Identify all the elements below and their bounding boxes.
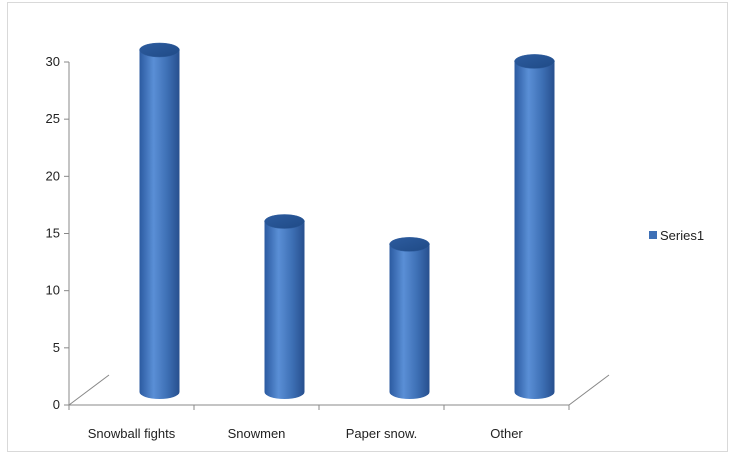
bar-cap: [514, 54, 555, 69]
legend-label: Series1: [660, 228, 704, 243]
y-tick-label: 0: [53, 397, 60, 412]
y-tick-label: 5: [53, 340, 60, 355]
y-tick-label: 20: [46, 168, 60, 183]
bar: [514, 54, 555, 399]
x-tick-label: Snowmen: [228, 426, 286, 441]
bar: [389, 237, 430, 399]
chart-frame: 0 5 10 15 20 25 30 Snowball fights Snowmen Paper …: [7, 2, 728, 452]
bar-body: [514, 61, 555, 399]
y-tick-label: 15: [46, 226, 60, 241]
bar: [139, 42, 180, 399]
legend-swatch: [649, 231, 657, 239]
bar-body: [139, 50, 180, 399]
legend: Series1: [649, 228, 704, 243]
floor-left-edge: [68, 374, 110, 406]
y-tick-label: 10: [46, 283, 60, 298]
bar-cap: [139, 42, 180, 58]
bar-body: [264, 221, 305, 399]
bar-cap: [389, 237, 430, 252]
x-tick-label: Snowball fights: [88, 426, 176, 441]
y-tick-label: 25: [46, 111, 60, 126]
bar: [264, 214, 305, 399]
bar-body: [389, 244, 430, 399]
x-tick-label: Other: [490, 426, 523, 441]
bar-chart: 0 5 10 15 20 25 30 Snowball fights Snowmen Paper …: [46, 42, 704, 441]
y-tick-label: 30: [46, 54, 60, 69]
x-tick-label: Paper snow.: [346, 426, 418, 441]
bar-cap: [264, 214, 305, 229]
